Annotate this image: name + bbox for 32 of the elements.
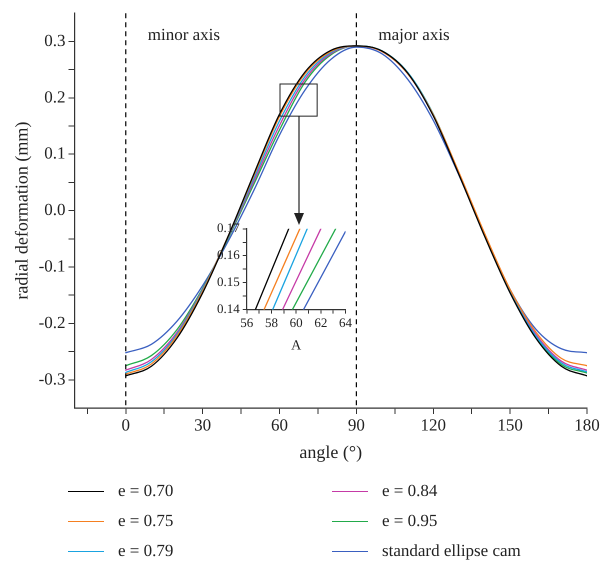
x-tick-label: 62	[314, 314, 328, 330]
legend-label: e = 0.70	[118, 481, 174, 501]
x-tick-label: 0	[122, 416, 130, 435]
legend-label: e = 0.79	[118, 541, 174, 561]
y-tick-label: 0.0	[44, 200, 66, 220]
y-tick-label: -0.2	[38, 312, 66, 332]
x-tick-label: 60	[271, 416, 288, 435]
x-tick-label: 58	[264, 314, 278, 330]
y-tick-label: 0.15	[217, 274, 240, 290]
x-tick-label: 56	[240, 314, 254, 330]
x-tick-label: 60	[290, 314, 303, 330]
legend-label: standard ellipse cam	[382, 541, 521, 561]
y-tick-label: 0.14	[217, 301, 240, 316]
y-tick-label: 0.2	[44, 87, 66, 106]
x-axis-title: angle (°)	[299, 442, 362, 462]
x-tick-label: 180	[574, 416, 600, 435]
x-axis-title: A	[291, 338, 302, 354]
legend-label: e = 0.75	[118, 511, 174, 531]
x-tick-label: 120	[420, 416, 446, 435]
x-tick-label: 150	[497, 416, 523, 435]
x-tick-label: 30	[194, 416, 212, 435]
y-tick-label: -0.1	[38, 256, 66, 276]
legend-label: e = 0.95	[382, 511, 438, 531]
ref-line-label: minor axis	[148, 25, 220, 44]
y-tick-label: 0.1	[44, 144, 66, 163]
legend-label: e = 0.84	[382, 481, 438, 501]
x-tick-label: 64	[339, 314, 352, 330]
x-tick-label: 90	[348, 416, 365, 435]
y-axis-title: radial deformation (mm)	[12, 122, 32, 300]
y-tick-label: 0.3	[44, 30, 66, 50]
ref-line-label: major axis	[378, 25, 450, 44]
y-tick-label: -0.3	[38, 369, 66, 388]
